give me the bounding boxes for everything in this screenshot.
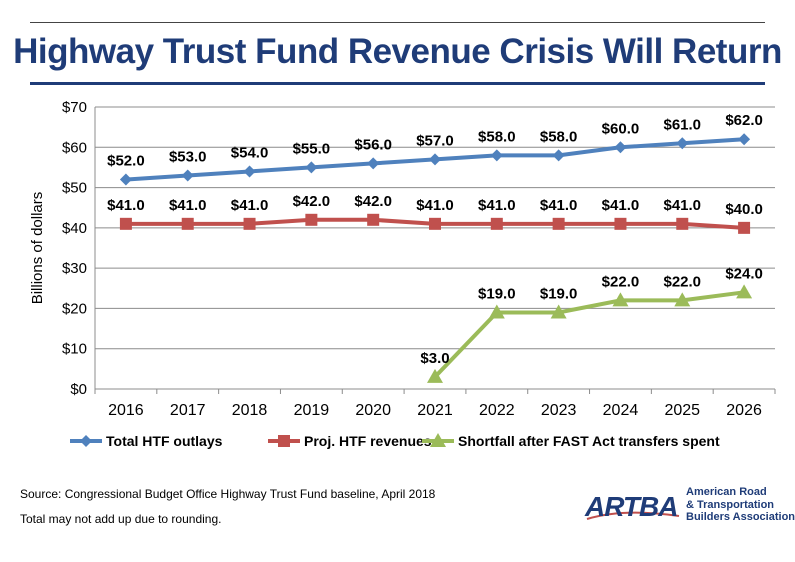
data-label: $41.0: [602, 197, 640, 214]
data-label: $41.0: [478, 197, 516, 214]
data-point: [305, 213, 318, 226]
data-point: [550, 304, 567, 319]
data-point: [738, 221, 751, 234]
y-tick-label: $40: [62, 220, 87, 237]
data-label: $24.0: [725, 265, 763, 282]
logo-line-2: & Transportation: [686, 498, 775, 511]
data-point: [427, 368, 443, 383]
data-label: $3.0: [420, 350, 449, 367]
data-point: [488, 304, 505, 319]
data-label: $54.0: [231, 144, 269, 161]
y-axis-label: Billions of dollars: [29, 192, 46, 305]
top-rule: [30, 22, 765, 23]
data-label: $41.0: [416, 197, 454, 214]
legend-marker: [430, 433, 446, 447]
data-label: $41.0: [663, 197, 701, 214]
legend-label: Proj. HTF revenues: [304, 433, 432, 449]
x-tick-label: 2017: [170, 402, 206, 419]
data-label: $58.0: [478, 128, 516, 145]
x-tick-label: 2022: [479, 402, 515, 419]
artba-logo: ARTBA: [584, 491, 680, 522]
data-label: $19.0: [478, 285, 516, 302]
legend-marker: [80, 435, 92, 447]
data-point: [736, 284, 753, 299]
data-point: [614, 217, 627, 230]
x-tick-label: 2018: [232, 402, 268, 419]
data-point: [676, 217, 689, 230]
x-tick-label: 2026: [726, 402, 762, 419]
data-label: $22.0: [602, 273, 640, 290]
data-label: $60.0: [602, 120, 640, 137]
data-point: [181, 169, 194, 182]
page-title: Highway Trust Fund Revenue Crisis Will R…: [13, 32, 782, 71]
data-point: [676, 137, 689, 150]
legend-label: Shortfall after FAST Act transfers spent: [458, 433, 720, 449]
x-tick-label: 2021: [417, 402, 453, 419]
x-tick-label: 2025: [664, 402, 700, 419]
data-label: $40.0: [725, 201, 763, 218]
data-label: $19.0: [540, 285, 578, 302]
data-point: [738, 133, 751, 146]
data-point: [429, 153, 441, 166]
data-label: $42.0: [354, 193, 392, 210]
legend-marker: [278, 435, 290, 447]
data-label: $41.0: [169, 197, 207, 214]
data-point: [490, 149, 503, 162]
y-tick-label: $20: [62, 300, 87, 317]
data-label: $61.0: [663, 116, 701, 133]
x-tick-label: 2023: [541, 402, 577, 419]
data-point: [119, 217, 132, 230]
source-note: Source: Congressional Budget Office High…: [20, 487, 436, 501]
x-tick-label: 2016: [108, 402, 144, 419]
data-label: $41.0: [107, 197, 145, 214]
x-tick-label: 2020: [355, 402, 391, 419]
y-tick-label: $60: [62, 139, 87, 156]
data-label: $41.0: [540, 197, 578, 214]
data-label: $56.0: [354, 136, 392, 153]
data-point: [243, 217, 256, 230]
data-label: $57.0: [416, 132, 454, 149]
data-point: [243, 165, 256, 178]
y-tick-label: $70: [62, 99, 87, 116]
data-label: $58.0: [540, 128, 578, 145]
title-rule: [30, 82, 765, 85]
data-point: [552, 217, 565, 230]
data-point: [612, 292, 629, 307]
x-tick-label: 2019: [294, 402, 330, 419]
data-point: [367, 213, 380, 226]
data-label: $42.0: [293, 193, 331, 210]
data-point: [367, 157, 380, 170]
logo-line-1: American Road: [686, 486, 767, 498]
y-tick-label: $10: [62, 341, 87, 358]
y-tick-label: $0: [70, 381, 87, 398]
data-point: [552, 149, 565, 162]
data-label: $55.0: [293, 140, 331, 157]
data-point: [490, 217, 503, 230]
data-label: $62.0: [725, 112, 763, 129]
data-label: $22.0: [663, 273, 701, 290]
legend-label: Total HTF outlays: [106, 433, 223, 449]
data-point: [305, 161, 318, 174]
line-chart: $0 $10 $20 $30 $40 $50 $60 $70 2016 2017 2018 2019 2…: [29, 99, 776, 449]
data-point: [674, 292, 691, 307]
x-tick-label: 2024: [603, 402, 639, 419]
logo-org-name: American Road & Transportation Builders …: [686, 486, 795, 524]
data-point: [181, 217, 194, 230]
logo-line-3: Builders Association: [686, 511, 795, 523]
data-label: $53.0: [169, 148, 207, 165]
y-tick-label: $30: [62, 260, 87, 277]
data-label: $41.0: [231, 197, 269, 214]
data-point: [429, 217, 441, 230]
data-label: $52.0: [107, 153, 145, 170]
series-line-3: [433, 290, 745, 379]
data-point: [119, 173, 132, 186]
data-point: [614, 141, 627, 154]
rounding-note: Total may not add up due to rounding.: [20, 512, 222, 526]
y-tick-label: $50: [62, 180, 87, 197]
logo-mark: ARTBA: [584, 491, 677, 522]
